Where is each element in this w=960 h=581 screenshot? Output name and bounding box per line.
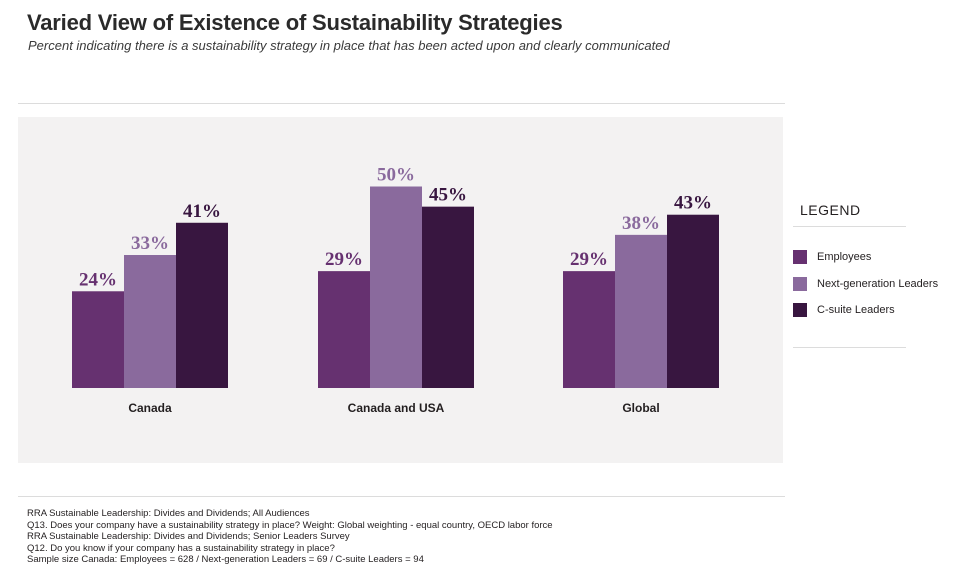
bar-global-employees: [563, 271, 615, 388]
data-label-canada-c-suite-leaders: 41%: [183, 201, 221, 222]
chart-title: Varied View of Existence of Sustainabili…: [27, 10, 563, 35]
legend-swatch-c-suite-leaders: [793, 303, 807, 317]
bar-canada-c-suite-leaders: [176, 222, 228, 388]
legend-label-employees: Employees: [817, 251, 872, 263]
legend-divider-bottom: [793, 347, 906, 348]
question-note: Q13. Does your company have a sustainabi…: [27, 519, 553, 531]
category-label: Canada: [128, 401, 172, 415]
data-label-global-next-generation-leaders: 38%: [622, 213, 660, 234]
bar-canada-and-usa-c-suite-leaders: [422, 206, 474, 388]
legend-item-next-generation-leaders: Next-generation Leaders: [793, 277, 938, 291]
bar-canada-next-generation-leaders: [124, 255, 176, 388]
category-label: Global: [622, 401, 659, 415]
legend-swatch-next-generation-leaders: [793, 277, 807, 291]
legend-swatch-employees: [793, 250, 807, 264]
chart-subtitle: Percent indicating there is a sustainabi…: [28, 38, 670, 53]
question-note: Q12. Do you know if your company has a s…: [27, 542, 335, 554]
legend-divider-top: [793, 226, 906, 227]
bottom-divider: [18, 496, 785, 497]
data-label-canada-and-usa-next-generation-leaders: 50%: [377, 165, 415, 186]
bar-canada-and-usa-employees: [318, 271, 370, 388]
bar-global-c-suite-leaders: [667, 214, 719, 388]
legend-label-next-generation-leaders: Next-generation Leaders: [817, 278, 939, 290]
legend-item-c-suite-leaders: C-suite Leaders: [793, 303, 895, 317]
top-divider: [18, 103, 785, 104]
data-label-global-employees: 29%: [570, 249, 608, 270]
legend-title: LEGEND: [800, 202, 861, 218]
data-label-global-c-suite-leaders: 43%: [674, 193, 712, 214]
source-notes: RRA Sustainable Leadership: Divides and …: [27, 508, 553, 566]
legend-item-employees: Employees: [793, 250, 871, 264]
category-label: Canada and USA: [348, 401, 445, 415]
data-label-canada-employees: 24%: [79, 269, 117, 290]
bar-canada-employees: [72, 291, 124, 388]
bar-canada-and-usa-next-generation-leaders: [370, 186, 422, 388]
data-label-canada-and-usa-c-suite-leaders: 45%: [429, 185, 467, 206]
data-label-canada-next-generation-leaders: 33%: [131, 233, 169, 254]
bar-global-next-generation-leaders: [615, 234, 667, 388]
sample-size-note: Sample size Canada: Employees = 628 / Ne…: [27, 554, 424, 565]
source-note: RRA Sustainable Leadership: Divides and …: [27, 531, 350, 542]
legend-label-c-suite-leaders: C-suite Leaders: [817, 304, 895, 316]
source-note: RRA Sustainable Leadership: Divides and …: [27, 508, 310, 519]
data-label-canada-and-usa-employees: 29%: [325, 249, 363, 270]
